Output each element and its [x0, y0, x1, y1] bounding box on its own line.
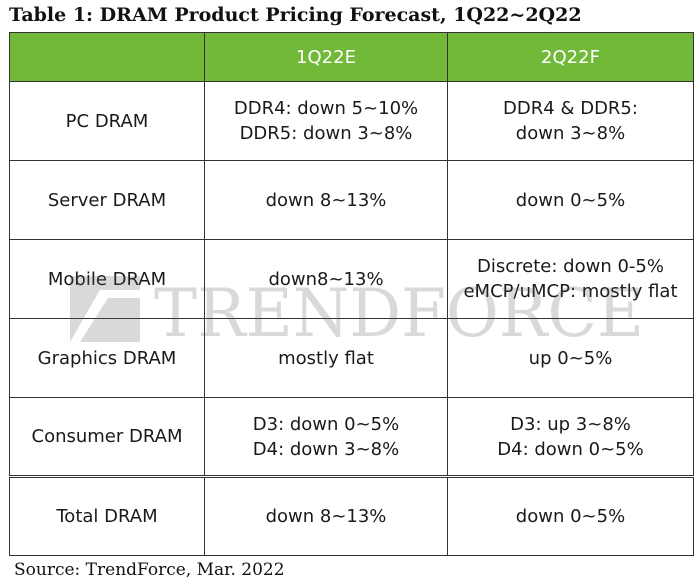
cell-line: down 8~13%: [265, 189, 387, 211]
cell-line: Discrete: down 0-5%: [477, 256, 664, 277]
cell-line: down 0~5%: [515, 189, 626, 211]
cell-line: DDR4: down 5~10%: [233, 98, 419, 119]
table-title: Table 1: DRAM Product Pricing Forecast, …: [9, 4, 582, 26]
table-row: Graphics DRAM mostly flat up 0~5%: [9, 318, 694, 398]
cell-2q22f: down 0~5%: [447, 160, 694, 240]
row-category: Mobile DRAM: [9, 239, 205, 319]
table-row: PC DRAM DDR4: down 5~10% DDR5: down 3~8%…: [9, 81, 694, 161]
row-category: Total DRAM: [9, 475, 205, 556]
cell-2q22f: DDR4 & DDR5: down 3~8%: [447, 81, 694, 161]
row-category: Server DRAM: [9, 160, 205, 240]
cell-1q22e: D3: down 0~5% D4: down 3~8%: [204, 397, 448, 477]
header-row: 1Q22E 2Q22F: [9, 32, 694, 82]
table-row: Consumer DRAM D3: down 0~5% D4: down 3~8…: [9, 397, 694, 477]
table-row-total: Total DRAM down 8~13% down 0~5%: [9, 475, 694, 556]
cell-line: DDR4 & DDR5:: [503, 98, 638, 119]
table-row: Mobile DRAM down8~13% Discrete: down 0-5…: [9, 239, 694, 319]
cell-1q22e: down 8~13%: [204, 160, 448, 240]
cell-2q22f: D3: up 3~8% D4: down 0~5%: [447, 397, 694, 477]
pricing-forecast-table: 1Q22E 2Q22F PC DRAM DDR4: down 5~10% DDR…: [9, 32, 694, 556]
cell-line: D4: down 0~5%: [497, 438, 644, 460]
row-category: Graphics DRAM: [9, 318, 205, 398]
cell-1q22e: down8~13%: [204, 239, 448, 319]
header-1q22e: 1Q22E: [204, 32, 448, 82]
cell-line: up 0~5%: [528, 347, 613, 369]
source-note: Source: TrendForce, Mar. 2022: [14, 560, 285, 580]
cell-2q22f: down 0~5%: [447, 475, 694, 556]
cell-1q22e: DDR4: down 5~10% DDR5: down 3~8%: [204, 81, 448, 161]
cell-line: eMCP/uMCP: mostly flat: [463, 281, 678, 302]
cell-line: down8~13%: [268, 268, 384, 290]
cell-line: D3: up 3~8%: [510, 413, 631, 435]
row-category: PC DRAM: [9, 81, 205, 161]
cell-1q22e: down 8~13%: [204, 475, 448, 556]
cell-2q22f: Discrete: down 0-5% eMCP/uMCP: mostly fl…: [447, 239, 694, 319]
cell-line: mostly flat: [278, 347, 374, 369]
cell-line: down 3~8%: [515, 123, 626, 144]
row-category: Consumer DRAM: [9, 397, 205, 477]
cell-line: D4: down 3~8%: [252, 438, 400, 460]
cell-line: DDR5: down 3~8%: [239, 123, 413, 144]
cell-2q22f: up 0~5%: [447, 318, 694, 398]
cell-line: down 8~13%: [265, 506, 387, 527]
cell-1q22e: mostly flat: [204, 318, 448, 398]
cell-line: down 0~5%: [515, 506, 626, 527]
table-row: Server DRAM down 8~13% down 0~5%: [9, 160, 694, 240]
header-blank: [9, 32, 205, 82]
header-2q22f: 2Q22F: [447, 32, 694, 82]
cell-line: D3: down 0~5%: [252, 413, 400, 435]
